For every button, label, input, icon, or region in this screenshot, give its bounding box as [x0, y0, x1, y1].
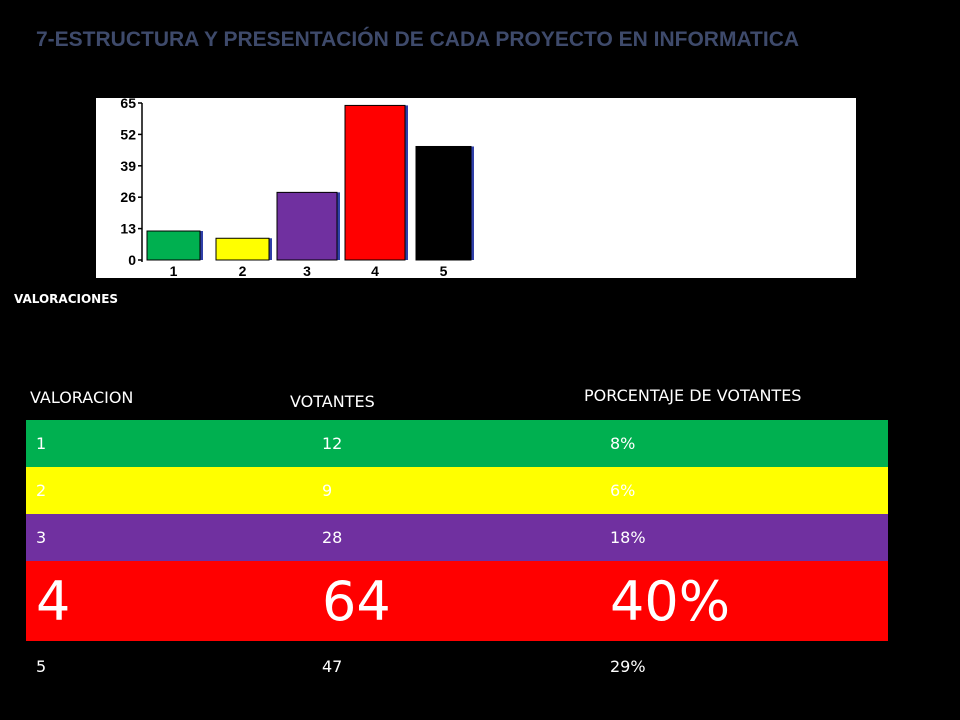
- cell-porcentaje: 6%: [610, 481, 636, 500]
- y-tick-label: 13: [120, 221, 136, 237]
- column-header-valoracion: VALORACION: [30, 388, 134, 407]
- bar-chart-svg: 0 13 26 39 52 65 1 2 3 4 5: [120, 98, 474, 278]
- slide-title: 7-ESTRUCTURA Y PRESENTACIÓN DE CADA PROY…: [36, 28, 800, 51]
- y-tick-label: 26: [120, 189, 136, 205]
- data-table: 1 12 8% 2 9 6% 3 28 18% 4 64 40% 5 47 29…: [26, 420, 888, 691]
- bar: [146, 230, 201, 261]
- bar: [344, 104, 406, 261]
- column-header-porcentaje: PORCENTAJE DE VOTANTES: [584, 386, 802, 405]
- chart-caption: VALORACIONES: [14, 292, 119, 306]
- cell-valoracion: 4: [36, 569, 71, 633]
- y-tick-label: 39: [120, 158, 136, 174]
- bar-chart: 0 13 26 39 52 65 1 2 3 4 5: [96, 98, 856, 278]
- table-row: 2 9 6%: [26, 467, 888, 514]
- cell-votantes: 28: [322, 528, 343, 547]
- cell-votantes: 47: [322, 656, 343, 676]
- x-tick-label: 2: [239, 263, 247, 278]
- y-tick-label: 65: [120, 98, 136, 111]
- table-row: 3 28 18%: [26, 514, 888, 561]
- cell-porcentaje: 40%: [610, 569, 731, 633]
- cell-porcentaje: 18%: [610, 528, 646, 547]
- x-tick-label: 1: [170, 263, 178, 278]
- cell-porcentaje: 29%: [610, 656, 646, 676]
- x-tick-label: 4: [371, 263, 379, 278]
- cell-votantes: 9: [322, 481, 333, 500]
- bar: [415, 145, 472, 261]
- column-header-votantes: VOTANTES: [290, 392, 375, 411]
- bar: [215, 237, 270, 261]
- cell-valoracion: 5: [36, 656, 47, 676]
- cell-porcentaje: 8%: [610, 434, 636, 453]
- x-tick-label: 5: [440, 263, 448, 278]
- table-row: 5 47 29%: [26, 641, 888, 691]
- cell-votantes: 64: [322, 569, 391, 633]
- table-row: 4 64 40%: [26, 561, 888, 641]
- y-tick-label: 52: [120, 126, 136, 142]
- y-tick-label: 0: [128, 252, 136, 268]
- cell-valoracion: 1: [36, 434, 47, 453]
- cell-valoracion: 3: [36, 528, 47, 547]
- cell-valoracion: 2: [36, 481, 47, 500]
- table-row: 1 12 8%: [26, 420, 888, 467]
- bar: [276, 191, 338, 261]
- x-tick-label: 3: [303, 263, 311, 278]
- cell-votantes: 12: [322, 434, 343, 453]
